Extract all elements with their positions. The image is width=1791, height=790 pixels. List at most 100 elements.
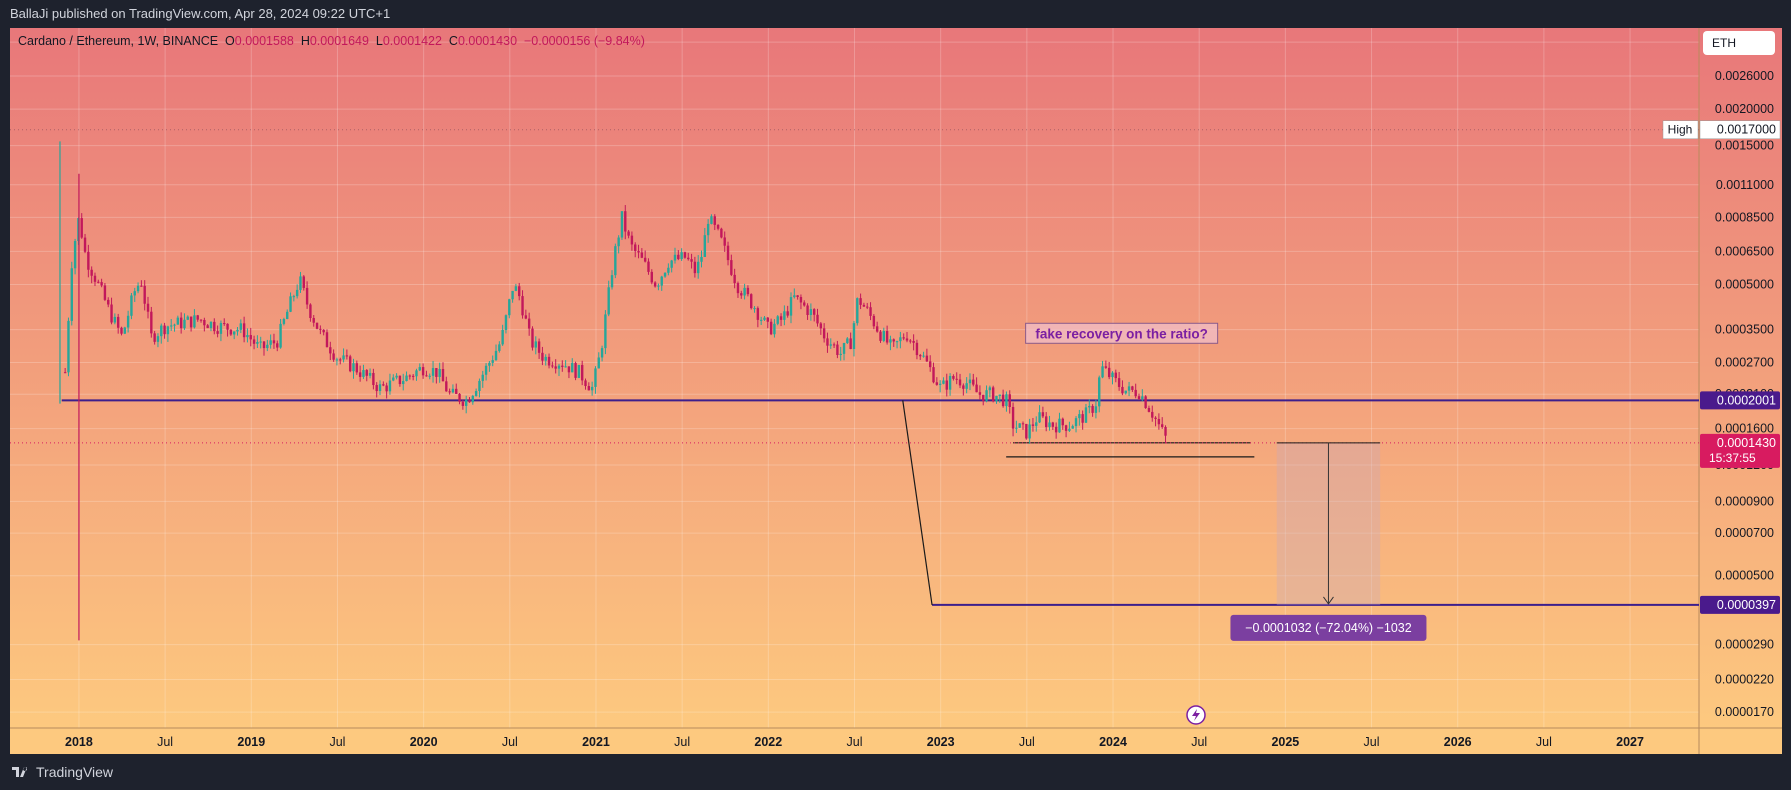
candle-body: [1141, 396, 1144, 399]
candle: [995, 395, 998, 404]
candle-body: [1107, 367, 1111, 378]
candle-body: [915, 342, 919, 356]
legend-close-label: C: [448, 34, 458, 48]
candle-body: [799, 297, 803, 303]
candle-body: [431, 368, 435, 376]
candle-body: [266, 344, 269, 349]
candle: [524, 309, 528, 320]
candle: [332, 349, 335, 362]
candle: [819, 322, 823, 335]
candle-body: [425, 375, 428, 377]
lightning-icon-bolt: [1192, 709, 1200, 721]
candle-body: [1035, 422, 1038, 426]
candle: [478, 378, 481, 398]
candle: [663, 272, 667, 278]
candle-body: [875, 326, 879, 332]
candle-body: [594, 368, 597, 387]
candle-body: [339, 359, 342, 361]
candle-body: [1084, 407, 1088, 423]
candle: [1151, 405, 1154, 422]
candle-body: [405, 375, 408, 382]
candle: [948, 373, 952, 396]
price-tick-label: 0.0000170: [1715, 705, 1774, 719]
candle: [531, 326, 534, 351]
candle: [730, 254, 733, 277]
candle: [176, 315, 180, 325]
candle-body: [1114, 372, 1118, 379]
candle: [491, 355, 494, 367]
legend-open: 0.0001588: [234, 34, 294, 48]
time-tick-label: 2026: [1444, 735, 1472, 749]
candle: [1038, 405, 1041, 424]
candle: [1091, 404, 1094, 417]
candle-body: [716, 224, 720, 229]
candle: [276, 340, 279, 352]
candle: [107, 297, 110, 308]
legend-high-label: H: [300, 34, 310, 48]
candle-body: [902, 337, 905, 339]
candle: [998, 394, 1002, 403]
candles-layer: [59, 141, 1167, 641]
symbol-selector[interactable]: ETH: [1703, 31, 1775, 55]
candle: [73, 238, 77, 275]
candle-body: [929, 361, 932, 368]
candle: [982, 394, 985, 406]
candle-body: [796, 295, 799, 298]
candle-body: [448, 391, 451, 393]
candle: [634, 242, 637, 258]
candle: [395, 373, 398, 380]
candle: [282, 317, 286, 326]
candle: [1094, 399, 1098, 419]
candle-body: [637, 250, 640, 253]
candle-body: [239, 323, 243, 330]
candle: [262, 340, 266, 356]
candle: [302, 275, 305, 291]
candle: [769, 318, 773, 336]
candle: [203, 317, 206, 332]
candle: [806, 303, 809, 320]
candle-body: [826, 338, 829, 346]
candle: [193, 309, 196, 329]
candle-body: [100, 282, 103, 286]
candle-body: [988, 387, 992, 391]
candle-body: [733, 274, 736, 284]
tradingview-brand[interactable]: TradingView: [12, 754, 113, 790]
candle: [985, 385, 988, 403]
time-tick-label: 2020: [410, 735, 438, 749]
candle: [226, 323, 229, 337]
candle-body: [501, 329, 504, 345]
candle: [972, 373, 975, 387]
candle: [1081, 410, 1084, 430]
candle: [448, 388, 451, 395]
annotation-text: fake recovery on the ratio?: [1035, 326, 1208, 341]
level-price-tag-text: 0.0002001: [1717, 393, 1776, 407]
candle: [793, 288, 796, 299]
candle-body: [905, 338, 909, 341]
candle: [680, 248, 683, 261]
candle-body: [1064, 425, 1068, 431]
candle-body: [667, 267, 670, 273]
candle: [779, 313, 783, 327]
candle-body: [1031, 424, 1035, 426]
candle: [968, 373, 972, 391]
candle-body: [812, 309, 816, 315]
candle: [339, 357, 342, 365]
candle-body: [1081, 414, 1084, 423]
candle-body: [958, 379, 962, 386]
grid-lines: [10, 28, 1699, 728]
candle: [650, 269, 653, 285]
candle: [687, 252, 690, 261]
candle-body: [146, 303, 150, 312]
candle-body: [753, 308, 756, 310]
candle: [925, 348, 929, 363]
candle-body: [455, 388, 458, 394]
candle-body: [730, 260, 733, 275]
replay-lightning-icon[interactable]: [1186, 705, 1206, 725]
candle-body: [80, 218, 83, 238]
candle: [584, 378, 587, 390]
candle-body: [196, 315, 199, 320]
candle: [170, 319, 173, 331]
candle: [683, 251, 687, 259]
candle-body: [866, 306, 869, 308]
